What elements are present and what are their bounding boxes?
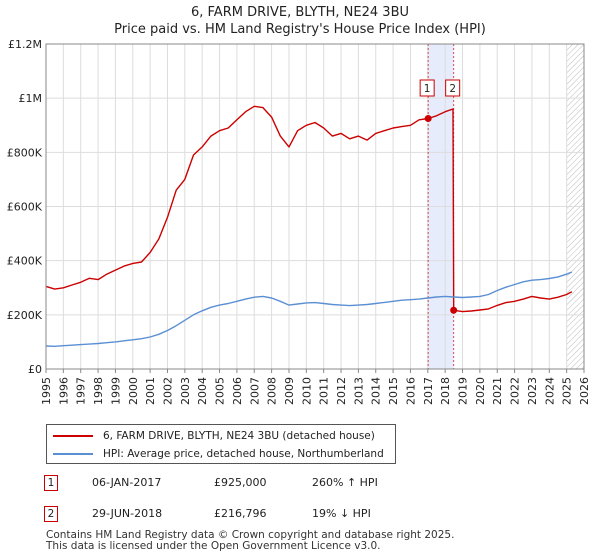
x-tick-label: 2020 <box>474 377 487 405</box>
x-tick-label: 2022 <box>509 377 522 405</box>
annotation-hpi-1: 260% ↑ HPI <box>312 476 378 489</box>
y-tick-label: £1.2M <box>8 38 42 51</box>
x-tick-label: 2023 <box>526 377 539 405</box>
sale-point-1 <box>424 114 432 122</box>
x-tick-label: 2018 <box>439 377 452 405</box>
x-tick-label: 2004 <box>196 377 209 405</box>
sale-marker-box-2 <box>445 79 461 97</box>
x-tick-label: 2013 <box>352 377 365 405</box>
x-tick-label: 2021 <box>491 377 504 405</box>
x-tick-label: 2016 <box>404 377 417 405</box>
x-tick-label: 2010 <box>300 377 313 405</box>
legend-swatch-hpi <box>53 453 93 455</box>
legend-item-property: 6, FARM DRIVE, BLYTH, NE24 3BU (detached… <box>53 427 375 445</box>
annotation-price-2: £216,796 <box>214 507 267 520</box>
x-tick-label: 2014 <box>370 377 383 405</box>
x-tick-label: 2005 <box>214 377 227 405</box>
x-tick-label: 2007 <box>248 377 261 405</box>
x-tick-label: 2012 <box>335 377 348 405</box>
footer: Contains HM Land Registry data © Crown c… <box>46 530 454 552</box>
x-tick-label: 2026 <box>578 377 591 405</box>
legend-item-hpi: HPI: Average price, detached house, Nort… <box>53 445 384 463</box>
x-tick-label: 2015 <box>387 377 400 405</box>
annotation-row-1: 1 06-JAN-2017 £925,000 260% ↑ HPI <box>0 473 600 495</box>
legend-label-property: 6, FARM DRIVE, BLYTH, NE24 3BU (detached… <box>103 430 375 442</box>
y-tick-label: £1M <box>19 92 43 105</box>
footer-line1: Contains HM Land Registry data © Crown c… <box>46 529 455 541</box>
y-tick-label: £0 <box>28 363 42 376</box>
x-tick-label: 2006 <box>231 377 244 405</box>
chart: 1 2 £0 £200K £400K £600K £800K £1M £1.2M 1995 1996… <box>7 38 591 405</box>
plot-frame <box>45 43 585 370</box>
footer-line2: This data is licensed under the Open Gov… <box>46 540 381 552</box>
legend: 6, FARM DRIVE, BLYTH, NE24 3BU (detached… <box>46 424 396 464</box>
x-tick-label: 2003 <box>179 377 192 405</box>
annotation-row-2: 2 29-JUN-2018 £216,796 19% ↓ HPI <box>0 504 600 526</box>
x-tick-label: 2000 <box>127 377 140 405</box>
sale-point-2 <box>450 306 458 314</box>
x-tick-label: 1995 <box>40 377 53 405</box>
hpi-line <box>45 271 573 347</box>
x-tick-label: 1997 <box>75 377 88 405</box>
x-tick-label: 2011 <box>318 377 331 405</box>
y-tick-label: £800K <box>7 146 43 159</box>
x-tick-label: 2024 <box>543 377 556 405</box>
x-tick-label: 2009 <box>283 377 296 405</box>
y-tick-label: £200K <box>7 309 43 322</box>
sale-marker-box-1 <box>419 79 435 97</box>
y-tick-label: £600K <box>7 201 43 214</box>
legend-label-hpi: HPI: Average price, detached house, Nort… <box>103 448 384 460</box>
x-tick-label: 2002 <box>161 377 174 405</box>
x-tick-label: 1998 <box>92 377 105 405</box>
x-tick-label: 2001 <box>144 377 157 405</box>
x-tick-label: 2025 <box>561 377 574 405</box>
x-tick-label: 1996 <box>57 377 70 405</box>
annotation-price-1: £925,000 <box>214 476 267 489</box>
annotation-hpi-2: 19% ↓ HPI <box>312 507 371 520</box>
chart-title-line2: Price paid vs. HM Land Registry's House … <box>114 22 486 37</box>
x-tick-label: 1999 <box>109 377 122 405</box>
annotation-marker-1: 1 <box>44 475 58 491</box>
sale-marker-label-1: 1 <box>424 83 431 95</box>
y-tick-label: £400K <box>7 255 43 268</box>
x-tick-label: 2017 <box>422 377 435 405</box>
chart-title-line1: 6, FARM DRIVE, BLYTH, NE24 3BU <box>190 5 410 20</box>
annotation-date-2: 29-JUN-2018 <box>92 507 163 520</box>
annotation-date-1: 06-JAN-2017 <box>92 476 162 489</box>
x-tick-label: 2008 <box>266 377 279 405</box>
annotation-marker-2: 2 <box>44 506 58 522</box>
legend-swatch-property <box>53 435 93 437</box>
property-price-line <box>45 105 573 313</box>
x-tick-label: 2019 <box>457 377 470 405</box>
sale-marker-label-2: 2 <box>449 83 456 95</box>
